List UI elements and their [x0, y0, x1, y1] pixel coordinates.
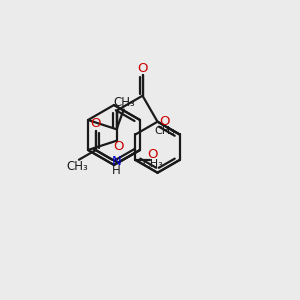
Text: CH₃: CH₃: [154, 126, 175, 136]
Text: CH₃: CH₃: [142, 159, 163, 169]
Text: CH₃: CH₃: [67, 160, 88, 173]
Text: CH₃: CH₃: [113, 96, 135, 110]
Text: H: H: [112, 164, 121, 177]
Text: O: O: [137, 61, 148, 75]
Text: O: O: [91, 117, 101, 130]
Text: N: N: [112, 155, 121, 168]
Text: O: O: [159, 115, 170, 128]
Text: O: O: [147, 148, 158, 161]
Text: O: O: [113, 140, 123, 153]
